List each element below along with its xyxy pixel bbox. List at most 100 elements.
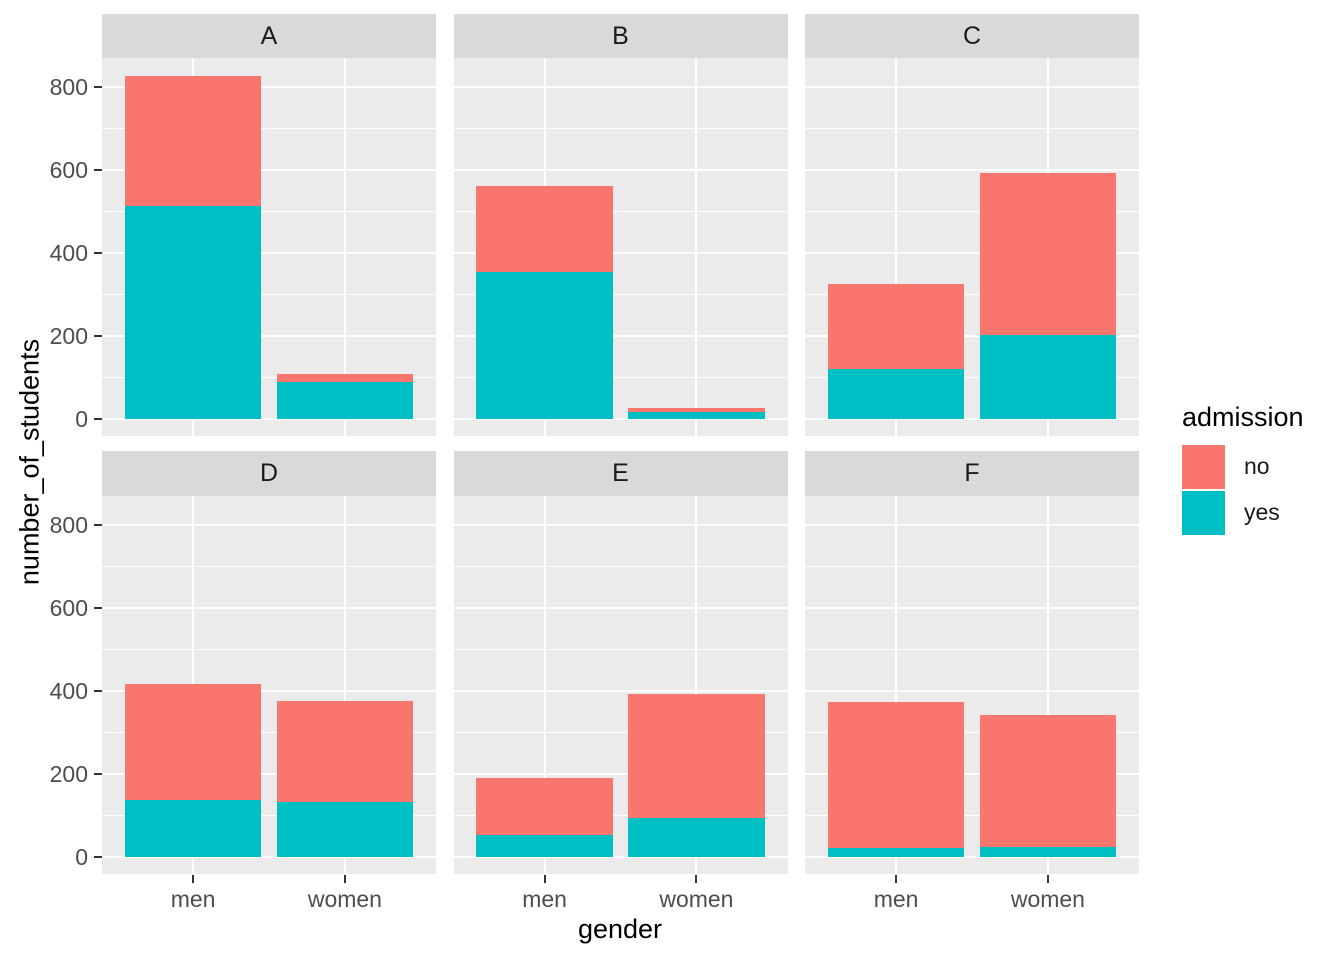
legend-key-yes [1182, 490, 1225, 535]
gridline-minor [102, 648, 436, 650]
y-tick-mark [94, 334, 102, 337]
legend-key-no [1182, 444, 1225, 489]
gridline-major [453, 85, 788, 88]
x-tick-mark [543, 875, 546, 883]
x-tick-label: men [522, 886, 567, 912]
gridline-major [102, 251, 436, 254]
y-tick-mark [94, 251, 102, 254]
legend-entry-yes: yes [1182, 490, 1304, 535]
facet-panel-C [805, 58, 1139, 436]
bar-B-women-no [628, 408, 765, 412]
legend: admission no yes [1182, 402, 1304, 536]
facet-strip-F: F [805, 451, 1139, 496]
facet-panel-B [453, 58, 788, 436]
bar-B-men-yes [476, 272, 613, 419]
gridline-vertical [695, 496, 698, 874]
x-tick-mark [895, 875, 898, 883]
gridline-major [102, 606, 436, 609]
gridline-major [805, 855, 1139, 858]
gridline-major [805, 772, 1139, 775]
gridline-minor [453, 565, 788, 567]
bar-C-men-yes [827, 369, 965, 419]
x-axis-title: gender [577, 914, 663, 944]
gridline-minor [805, 565, 1139, 567]
y-tick-mark [94, 168, 102, 171]
x-tick-mark [192, 875, 195, 883]
bar-F-women-yes [979, 846, 1117, 857]
gridline-vertical [343, 496, 346, 874]
facet-strip-D: D [102, 451, 436, 496]
bar-D-women-yes [276, 802, 414, 857]
x-tick-label: men [873, 886, 919, 912]
y-tick-mark [94, 772, 102, 775]
gridline-major [453, 417, 788, 420]
bar-C-women-yes [979, 334, 1117, 419]
gridline-minor [805, 293, 1139, 295]
y-tick-mark [94, 85, 102, 88]
legend-keys: no yes [1182, 444, 1304, 535]
bar-E-men-no [476, 777, 613, 835]
gridline-major [453, 855, 788, 858]
gridline-major [453, 606, 788, 609]
gridline-major [805, 689, 1139, 692]
gridline-minor [102, 293, 436, 295]
gridline-minor [453, 814, 788, 816]
y-tick-label: 800 [49, 511, 88, 538]
bar-E-men-yes [476, 834, 613, 857]
y-tick-label: 0 [75, 405, 88, 432]
legend-entry-no: no [1182, 444, 1304, 489]
bar-B-women-yes [628, 411, 765, 419]
x-tick-mark [1046, 875, 1049, 883]
y-tick-mark [94, 606, 102, 609]
bar-D-women-no [276, 701, 414, 803]
bar-F-women-no [979, 715, 1117, 847]
gridline-minor [453, 293, 788, 295]
legend-label-yes: yes [1244, 499, 1280, 525]
gridline-minor [805, 376, 1139, 378]
y-tick-mark [94, 523, 102, 526]
y-tick-mark [94, 855, 102, 858]
bar-E-women-yes [628, 817, 765, 857]
y-tick-label: 600 [49, 594, 88, 621]
y-tick-label: 200 [49, 760, 88, 787]
gridline-major [453, 689, 788, 692]
facet-strip-E: E [453, 451, 788, 496]
gridline-vertical [1046, 496, 1049, 874]
gridline-major [102, 772, 436, 775]
facet-panel-A [102, 58, 436, 436]
gridline-minor [453, 127, 788, 129]
gridline-minor [102, 565, 436, 567]
gridline-major [805, 523, 1139, 526]
gridline-major [453, 168, 788, 171]
gridline-minor [102, 814, 436, 816]
legend-label-no: no [1244, 453, 1270, 479]
bar-A-men-no [124, 76, 262, 207]
bar-A-women-no [276, 373, 414, 382]
x-tick-label: women [1010, 886, 1085, 912]
y-tick-label: 200 [49, 322, 88, 349]
gridline-minor [805, 648, 1139, 650]
gridline-vertical [343, 58, 346, 436]
y-tick-label: 800 [49, 73, 88, 100]
facet-strip-A: A [102, 14, 436, 58]
gridline-major [453, 523, 788, 526]
x-tick-label: women [659, 886, 734, 912]
bar-A-women-yes [276, 381, 414, 419]
facet-panel-F [805, 496, 1139, 874]
gridline-minor [805, 731, 1139, 733]
gridline-major [102, 523, 436, 526]
gridline-vertical [695, 58, 698, 436]
gridline-major [102, 855, 436, 858]
gridline-minor [453, 648, 788, 650]
x-tick-label: women [307, 886, 382, 912]
bar-D-men-no [124, 683, 262, 800]
y-tick-label: 400 [49, 677, 88, 704]
facet-panel-E [453, 496, 788, 874]
x-tick-label: men [170, 886, 216, 912]
gridline-major [805, 334, 1139, 337]
gridline-minor [805, 127, 1139, 129]
gridline-major [453, 251, 788, 254]
gridline-major [102, 168, 436, 171]
gridline-major [102, 85, 436, 88]
